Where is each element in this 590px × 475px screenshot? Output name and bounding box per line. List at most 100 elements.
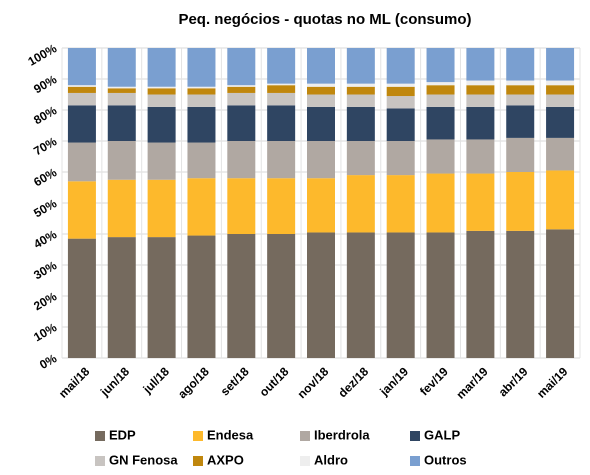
bar-segment: [147, 94, 176, 107]
x-tick-label: jun/18: [97, 364, 132, 399]
bar-segment: [107, 237, 136, 358]
y-tick-label: 50%: [31, 196, 59, 220]
bar-segment: [267, 178, 296, 234]
bar-segment: [546, 106, 575, 138]
y-tick-label: 30%: [31, 258, 59, 282]
x-tick-label: mai/18: [56, 364, 93, 401]
bar-segment: [426, 232, 455, 358]
bar-segment: [187, 235, 216, 358]
bar-segment: [307, 106, 335, 141]
bar-segment: [307, 48, 335, 84]
bar-segment: [506, 85, 535, 95]
bar-segment: [67, 85, 96, 87]
x-tick-label: dez/18: [335, 364, 371, 400]
bar-segment: [147, 106, 176, 143]
bar-segment: [267, 141, 296, 179]
bar-segment: [107, 141, 136, 180]
x-tick-label: jul/18: [140, 364, 173, 397]
bar-segment: [386, 86, 415, 97]
bar-segment: [267, 48, 296, 84]
bar-segment: [107, 105, 136, 141]
bar-segment: [227, 105, 256, 141]
bar-segment: [187, 142, 216, 179]
bar-segment: [506, 172, 535, 231]
bar-segment: [506, 137, 535, 172]
y-tick-label: 100%: [25, 41, 59, 69]
bar-segment: [546, 48, 575, 81]
x-tick-label: mar/19: [453, 364, 490, 401]
bar-segment: [67, 181, 96, 239]
bar-segment: [386, 141, 415, 176]
bar-segment: [307, 178, 335, 233]
bar-segment: [386, 83, 415, 87]
bar-segment: [466, 85, 495, 95]
x-tick-label: ago/18: [175, 364, 212, 401]
bar-segment: [426, 94, 455, 107]
bar-segment: [227, 85, 256, 87]
bar-segment: [227, 86, 256, 93]
x-tick-label: fev/19: [417, 364, 451, 398]
legend-swatch: [300, 431, 310, 441]
y-tick-label: 20%: [31, 289, 59, 313]
bar-segment: [386, 175, 415, 233]
y-tick-label: 40%: [31, 227, 59, 251]
bar-segment: [147, 179, 176, 238]
y-tick-label: 70%: [31, 134, 59, 158]
legend-label: GN Fenosa: [109, 452, 178, 467]
bar-segment: [346, 175, 375, 233]
bar-segment: [67, 105, 96, 143]
bar-segment: [386, 96, 415, 109]
bar-segment: [426, 82, 455, 86]
x-tick-label: set/18: [218, 364, 252, 398]
legend-label: Outros: [424, 452, 467, 467]
bar-segment: [187, 88, 216, 95]
bar-segment: [187, 106, 216, 143]
bar-segment: [267, 234, 296, 358]
bar-segment: [67, 86, 96, 93]
bar-segment: [466, 48, 495, 81]
bar-segment: [466, 106, 495, 140]
bar-segment: [346, 83, 375, 87]
x-tick-label: out/18: [257, 364, 292, 399]
bar-segment: [227, 141, 256, 179]
bar-segment: [307, 232, 335, 358]
bar-segment: [227, 48, 256, 86]
bar-segment: [546, 170, 575, 230]
bar-segment: [187, 94, 216, 107]
y-tick-label: 90%: [31, 72, 59, 96]
bar-segment: [107, 179, 136, 238]
bar-segment: [506, 48, 535, 81]
legend-swatch: [410, 456, 420, 466]
bar-segment: [546, 229, 575, 358]
bar-segment: [386, 48, 415, 84]
bar-segment: [346, 94, 375, 107]
x-tick-label: mai/19: [534, 364, 571, 401]
bar-segment: [107, 92, 136, 106]
y-tick-label: 0%: [37, 351, 59, 372]
bar-segment: [346, 232, 375, 358]
bar-segment: [346, 86, 375, 95]
legend-label: GALP: [424, 427, 460, 442]
bar-segment: [466, 94, 495, 107]
bar-segment: [67, 92, 96, 106]
bar-segment: [346, 106, 375, 141]
bar-segment: [307, 86, 335, 95]
legend-swatch: [95, 456, 105, 466]
bar-segment: [307, 94, 335, 107]
bar-segment: [107, 86, 136, 89]
bar-segment: [546, 94, 575, 107]
bar-segment: [506, 80, 535, 86]
bar-segment: [386, 232, 415, 358]
legend-swatch: [300, 456, 310, 466]
bar-segment: [346, 141, 375, 176]
bar-segment: [227, 92, 256, 106]
bar-segment: [67, 48, 96, 86]
bar-segment: [466, 230, 495, 358]
bar-segment: [426, 48, 455, 83]
y-tick-label: 60%: [31, 165, 59, 189]
bar-segment: [147, 142, 176, 180]
x-tick-label: abr/19: [496, 364, 531, 399]
x-tick-label: nov/18: [295, 364, 332, 401]
bar-segment: [307, 83, 335, 87]
legend-swatch: [193, 456, 203, 466]
